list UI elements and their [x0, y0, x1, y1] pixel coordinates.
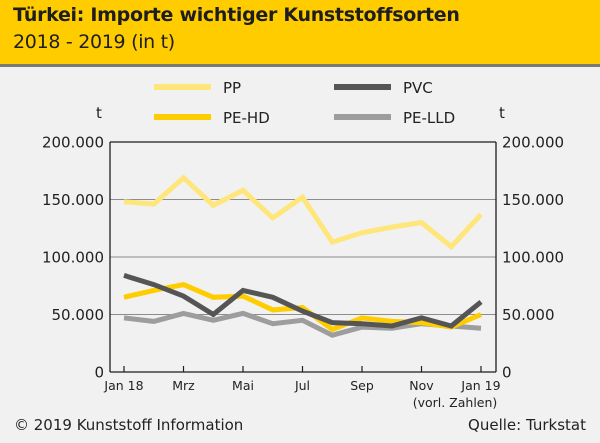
legend-label: PP: [223, 79, 241, 97]
y-tick-labels: 0 0 50.000 50.000 100.000 100.000 150.000 150.0…: [42, 134, 564, 382]
x-tick-label: Sep: [350, 378, 374, 393]
source: Quelle: Turkstat: [468, 416, 586, 434]
chart-subtitle: 2018 - 2019 (in t): [13, 31, 175, 53]
x-tick-label: Jan 18: [103, 378, 143, 393]
copyright: © 2019 Kunststoff Information: [14, 416, 244, 434]
x-tick-label: Mai: [232, 378, 254, 393]
y-axis-unit-right: t: [499, 104, 505, 122]
legend-item-pe-lld: PE-LLD: [334, 109, 455, 127]
chart-title: Türkei: Importe wichtiger Kunststoffsort…: [13, 4, 460, 26]
x-tick-label: Nov: [409, 378, 434, 393]
legend-swatch: [334, 114, 391, 120]
legend-swatch: [334, 84, 391, 90]
x-tick-labels: Jan 18 Mrz Mai Jul Sep Nov Jan 19: [103, 366, 501, 393]
series-line-pp: [123, 174, 483, 251]
y-tick-label-left: 150.000: [42, 191, 104, 209]
header: Türkei: Importe wichtiger Kunststoffsort…: [0, 0, 600, 67]
x-annotation: (vorl. Zahlen): [413, 395, 498, 410]
y-tick-label-left: 200.000: [42, 134, 104, 152]
y-tick-label-left: 100.000: [42, 249, 104, 267]
y-tick-label-right: 50.000: [502, 306, 555, 324]
y-tick-label-left: 50.000: [52, 306, 105, 324]
legend: PP PVC PE-HD PE-LLD: [154, 79, 455, 127]
x-tick-label: Jan 19: [460, 378, 500, 393]
y-tick-label-right: 150.000: [502, 191, 564, 209]
x-tick-label: Jul: [294, 378, 310, 393]
legend-label: PVC: [403, 79, 433, 97]
legend-label: PE-LLD: [403, 109, 455, 127]
series-lines: [123, 174, 483, 338]
legend-item-pvc: PVC: [334, 79, 433, 97]
legend-item-pe-hd: PE-HD: [154, 109, 270, 127]
y-tick-label-right: 100.000: [502, 249, 564, 267]
y-tick-label-right: 200.000: [502, 134, 564, 152]
legend-item-pp: PP: [154, 79, 241, 97]
y-axis-unit-left: t: [96, 104, 102, 122]
y-tick-label-right: 0: [502, 364, 512, 382]
y-tick-label-left: 0: [94, 364, 104, 382]
legend-swatch: [154, 114, 211, 120]
gridlines: [110, 199, 496, 315]
x-tick-label: Mrz: [172, 378, 195, 393]
legend-swatch: [154, 84, 211, 90]
legend-label: PE-HD: [223, 109, 270, 127]
